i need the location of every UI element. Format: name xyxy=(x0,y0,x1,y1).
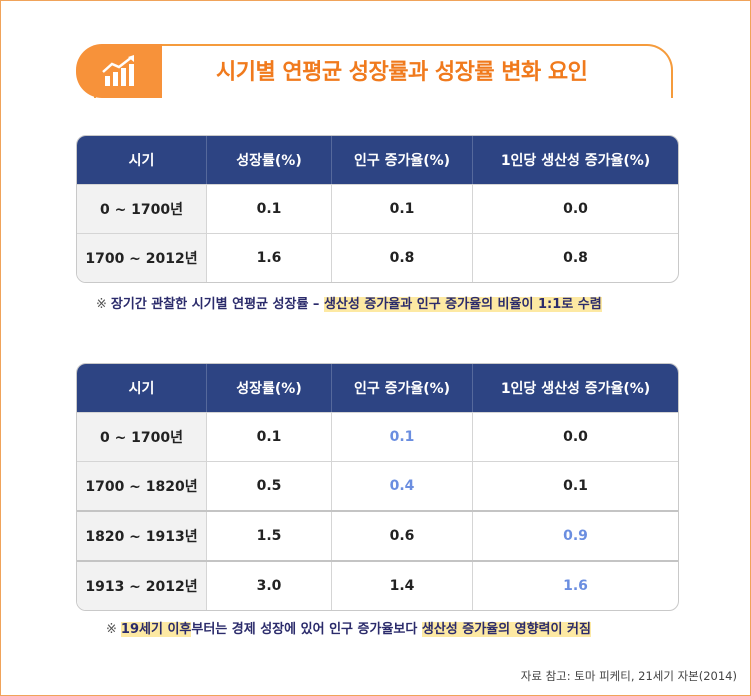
note-text: 부터는 경제 성장에 있어 인구 증가율보다 xyxy=(191,622,422,637)
header-period: 시기 xyxy=(128,153,155,169)
header-population-rate: 인구 증가율(%) xyxy=(331,136,472,184)
population-cell: 1.4 xyxy=(331,562,472,610)
period-cell: 1820 ~ 1913년 xyxy=(77,512,206,560)
reference-mark: ※ xyxy=(106,622,117,637)
reference-mark: ※ xyxy=(96,297,107,312)
header-population-rate: 인구 증가율(%) xyxy=(331,364,472,412)
productivity-cell: 0.8 xyxy=(472,234,678,282)
table-row: 1913 ~ 2012년 3.0 1.4 1.6 xyxy=(77,560,678,610)
header-productivity-rate: 1인당 생산성 증가율(%) xyxy=(472,364,678,412)
table-row: 0 ~ 1700년 0.1 0.1 0.0 xyxy=(77,412,678,461)
productivity-cell: 0.9 xyxy=(472,512,678,560)
population-cell: 0.1 xyxy=(331,185,472,233)
table-row: 1820 ~ 1913년 1.5 0.6 0.9 xyxy=(77,510,678,560)
growth-table-summary: 시기 성장률(%) 인구 증가율(%) 1인당 생산성 증가율(%) 0 ~ 1… xyxy=(76,135,679,283)
growth-cell: 1.5 xyxy=(206,512,331,560)
source-citation: 자료 참고: 토마 피케티, 21세기 자본(2014) xyxy=(520,669,737,683)
header-period: 시기 xyxy=(128,381,155,397)
title-badge xyxy=(76,44,162,98)
growth-cell: 1.6 xyxy=(206,234,331,282)
table-header-row: 시기 성장률(%) 인구 증가율(%) 1인당 생산성 증가율(%) xyxy=(77,136,678,184)
note-highlight-era: 19세기 이후 xyxy=(120,622,192,637)
table-row: 1700 ~ 2012년 1.6 0.8 0.8 xyxy=(77,233,678,282)
population-cell: 0.6 xyxy=(331,512,472,560)
period-cell: 1913 ~ 2012년 xyxy=(77,562,206,610)
productivity-cell: 1.6 xyxy=(472,562,678,610)
note-highlight-productivity: 생산성 증가율의 영향력이 커짐 xyxy=(421,622,591,637)
page-title: 시기별 연평균 성장률과 성장률 변화 요인 xyxy=(216,60,588,85)
table-row: 0 ~ 1700년 0.1 0.1 0.0 xyxy=(77,184,678,233)
population-cell: 0.8 xyxy=(331,234,472,282)
table-row: 1700 ~ 1820년 0.5 0.4 0.1 xyxy=(77,461,678,510)
growth-chart-icon xyxy=(102,55,134,86)
header-growth-rate: 성장률(%) xyxy=(206,364,331,412)
productivity-cell: 0.0 xyxy=(472,413,678,461)
note-highlight: 생산성 증가율과 인구 증가율의 비율이 1:1로 수렴 xyxy=(323,297,602,312)
header-productivity-rate: 1인당 생산성 증가율(%) xyxy=(472,136,678,184)
header-growth-rate: 성장률(%) xyxy=(206,136,331,184)
title-gap xyxy=(162,52,174,98)
period-cell: 1700 ~ 1820년 xyxy=(77,462,206,510)
note-detailed: ※ 19세기 이후부터는 경제 성장에 있어 인구 증가율보다 생산성 증가율의 … xyxy=(106,618,591,637)
growth-cell: 0.1 xyxy=(206,185,331,233)
note-summary: ※ 장기간 관찰한 시기별 연평균 성장률 – 생산성 증가율과 인구 증가율의 … xyxy=(96,293,602,312)
title-banner: 시기별 연평균 성장률과 성장률 변화 요인 xyxy=(76,44,673,98)
productivity-cell: 0.1 xyxy=(472,462,678,510)
growth-cell: 3.0 xyxy=(206,562,331,610)
period-cell: 0 ~ 1700년 xyxy=(77,413,206,461)
table-header-row: 시기 성장률(%) 인구 증가율(%) 1인당 생산성 증가율(%) xyxy=(77,364,678,412)
population-cell: 0.4 xyxy=(331,462,472,510)
growth-cell: 0.5 xyxy=(206,462,331,510)
period-cell: 0 ~ 1700년 xyxy=(77,185,206,233)
productivity-cell: 0.0 xyxy=(472,185,678,233)
growth-table-detailed: 시기 성장률(%) 인구 증가율(%) 1인당 생산성 증가율(%) 0 ~ 1… xyxy=(76,363,679,611)
population-cell: 0.1 xyxy=(331,413,472,461)
period-cell: 1700 ~ 2012년 xyxy=(77,234,206,282)
note-text: 장기간 관찰한 시기별 연평균 성장률 – xyxy=(110,297,324,312)
growth-cell: 0.1 xyxy=(206,413,331,461)
